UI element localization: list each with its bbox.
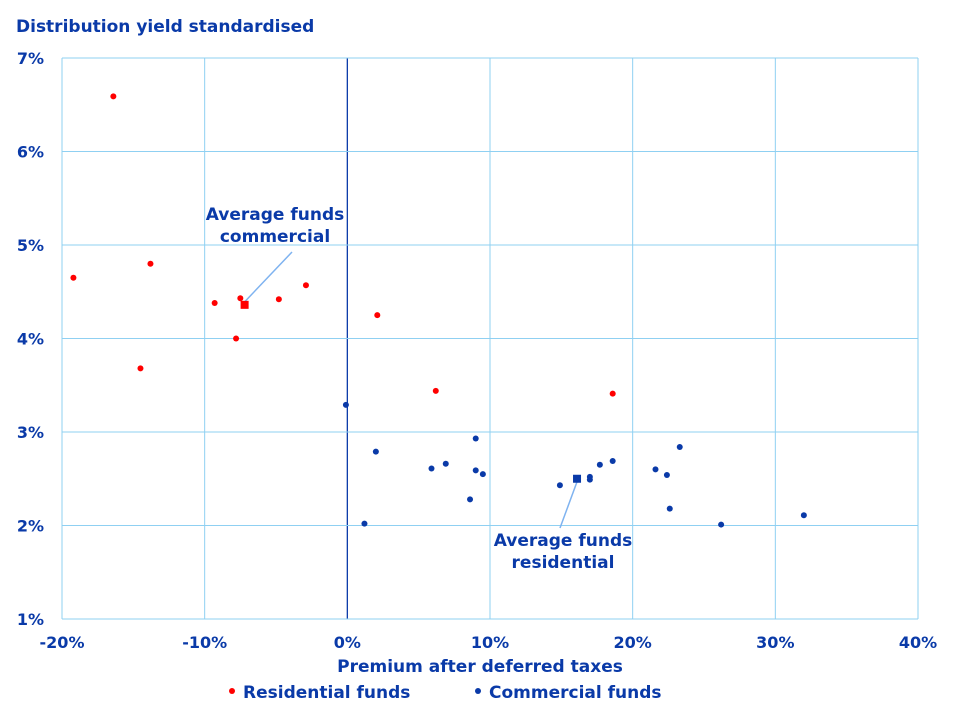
data-point (302, 282, 309, 289)
average-marker (573, 474, 582, 483)
x-axis-label: Premium after deferred taxes (337, 657, 623, 677)
y-tick-label: 4% (17, 330, 44, 349)
annotation-leader-line (244, 251, 293, 303)
data-point (596, 461, 603, 468)
data-point (342, 401, 349, 408)
x-tick-label: 30% (756, 633, 794, 652)
y-tick-label: 5% (17, 236, 44, 255)
y-tick-label: 7% (17, 49, 44, 68)
annotation-label: commercial (220, 227, 330, 247)
grid (61, 57, 919, 620)
data-point (467, 496, 474, 503)
data-point (372, 448, 379, 455)
data-point (137, 365, 144, 372)
y-tick-label: 3% (17, 423, 44, 442)
y-tick-label: 6% (17, 143, 44, 162)
data-point (361, 520, 368, 527)
data-point (472, 435, 479, 442)
legend: Residential funds Commercial funds (229, 683, 662, 703)
data-point (472, 467, 479, 474)
data-point (432, 387, 439, 394)
y-tick-label: 2% (17, 517, 44, 536)
data-point (428, 465, 435, 472)
annotation-label: residential (512, 553, 615, 573)
data-points (70, 93, 807, 528)
data-point (666, 505, 673, 512)
data-point (237, 295, 244, 302)
legend-marker (229, 688, 235, 694)
x-tick-label: 10% (471, 633, 509, 652)
annotation-label: Average funds (206, 205, 345, 225)
data-point (609, 457, 616, 464)
data-point (718, 521, 725, 528)
tick-labels: -20% -10% 0% 10% 20% 30% 40% 1% 2% 3% 4% 5% 6% 7% (17, 49, 937, 652)
data-point (147, 260, 154, 267)
annotation-leader-line (559, 481, 578, 529)
data-point (800, 512, 807, 519)
data-point (110, 93, 117, 100)
data-point (479, 471, 486, 478)
x-tick-label: 20% (614, 633, 652, 652)
data-point (663, 472, 670, 479)
x-tick-label: 0% (334, 633, 361, 652)
data-point (70, 274, 77, 281)
x-tick-label: -10% (182, 633, 227, 652)
chart-title: Distribution yield standardised (16, 17, 314, 37)
data-point (374, 312, 381, 319)
data-point (652, 466, 659, 473)
x-tick-label: 40% (899, 633, 937, 652)
data-point (211, 299, 218, 306)
x-tick-label: -20% (40, 633, 85, 652)
annotation-label: Average funds (494, 531, 633, 551)
legend-label: Commercial funds (489, 683, 662, 703)
legend-marker (475, 688, 481, 694)
data-point (676, 443, 683, 450)
legend-label: Residential funds (243, 683, 410, 703)
data-point (233, 335, 240, 342)
data-point (609, 390, 616, 397)
y-tick-label: 1% (17, 610, 44, 629)
average-marker (240, 300, 249, 309)
data-point (556, 482, 563, 489)
data-point (586, 476, 593, 483)
data-point (442, 460, 449, 467)
data-point (275, 296, 282, 303)
